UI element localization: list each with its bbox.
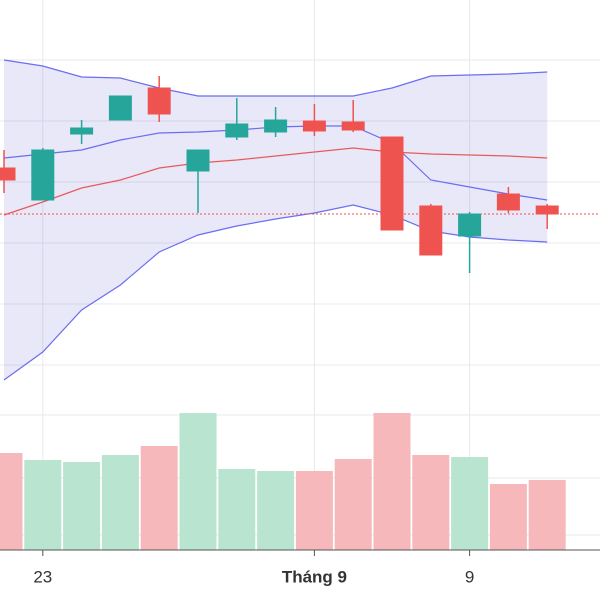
volume-bar bbox=[179, 413, 217, 550]
candle-body bbox=[225, 123, 249, 138]
overlay-line bbox=[3, 147, 548, 216]
candle-body bbox=[31, 149, 55, 201]
volume-bar bbox=[257, 471, 295, 550]
volume-bar bbox=[334, 459, 372, 550]
x-tick-label: 23 bbox=[33, 567, 52, 586]
candle-body bbox=[264, 119, 288, 133]
volume-bar bbox=[140, 446, 178, 550]
volume-bar bbox=[24, 460, 62, 550]
band-fill bbox=[4, 60, 548, 380]
candle-body bbox=[0, 167, 16, 181]
candle-body bbox=[186, 149, 210, 172]
candle-body bbox=[302, 120, 326, 132]
volume-bar bbox=[295, 471, 333, 550]
candle-body bbox=[341, 121, 365, 131]
candle-body bbox=[458, 213, 482, 237]
candle-body bbox=[70, 127, 94, 135]
overlay-line bbox=[3, 59, 548, 97]
overlay-line bbox=[3, 204, 548, 381]
volume-bar bbox=[218, 469, 256, 550]
candle-body bbox=[380, 136, 404, 231]
candle-body bbox=[419, 205, 443, 256]
candle-body bbox=[535, 205, 559, 215]
candle-body bbox=[108, 95, 132, 121]
x-tick-label: 9 bbox=[465, 567, 474, 586]
volume-bar bbox=[412, 455, 450, 550]
candle-body bbox=[496, 193, 520, 211]
volume-bar bbox=[528, 480, 566, 550]
volume-bar bbox=[101, 455, 139, 550]
volume-bar bbox=[489, 484, 527, 550]
x-tick-label: Tháng 9 bbox=[282, 567, 347, 586]
volume-bar bbox=[0, 453, 23, 550]
candle-body bbox=[147, 87, 171, 115]
volume-bar bbox=[63, 462, 101, 550]
volume-bar bbox=[373, 413, 411, 550]
volume-bar bbox=[451, 457, 489, 550]
